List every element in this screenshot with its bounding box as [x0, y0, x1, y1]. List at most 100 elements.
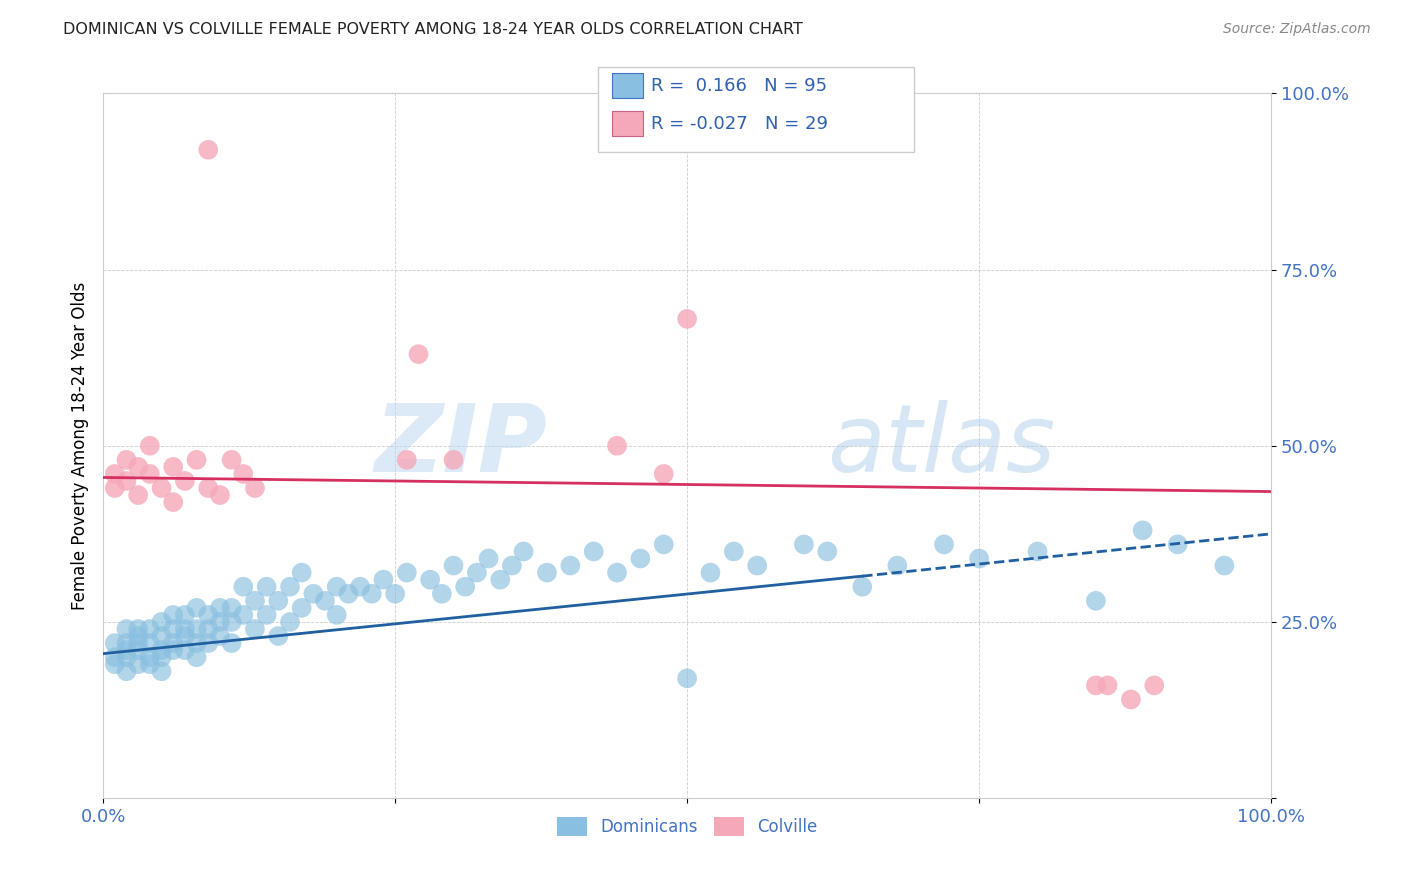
Point — [1084, 594, 1107, 608]
Point — [197, 607, 219, 622]
Point — [314, 594, 336, 608]
Point — [1132, 524, 1154, 538]
Point — [606, 439, 628, 453]
Point — [139, 657, 162, 672]
Point — [851, 580, 873, 594]
Point — [173, 629, 195, 643]
Point — [139, 650, 162, 665]
Point — [162, 607, 184, 622]
Point — [115, 650, 138, 665]
Point — [1143, 678, 1166, 692]
Point — [115, 474, 138, 488]
Text: DOMINICAN VS COLVILLE FEMALE POVERTY AMONG 18-24 YEAR OLDS CORRELATION CHART: DOMINICAN VS COLVILLE FEMALE POVERTY AMO… — [63, 22, 803, 37]
Point — [477, 551, 499, 566]
Point — [127, 459, 149, 474]
Point — [197, 622, 219, 636]
Point — [208, 488, 231, 502]
Legend: Dominicans, Colville: Dominicans, Colville — [550, 810, 824, 843]
Point — [489, 573, 512, 587]
Point — [384, 587, 406, 601]
Point — [1213, 558, 1236, 573]
Point — [115, 665, 138, 679]
Point — [173, 474, 195, 488]
Point — [186, 453, 208, 467]
Point — [886, 558, 908, 573]
Point — [243, 481, 266, 495]
Y-axis label: Female Poverty Among 18-24 Year Olds: Female Poverty Among 18-24 Year Olds — [72, 282, 89, 610]
Point — [1097, 678, 1119, 692]
Point — [419, 573, 441, 587]
Point — [139, 622, 162, 636]
Point — [443, 558, 465, 573]
Point — [302, 587, 325, 601]
Point — [104, 657, 127, 672]
Point — [278, 580, 301, 594]
Point — [395, 566, 418, 580]
Point — [349, 580, 371, 594]
Point — [150, 665, 173, 679]
Point — [186, 622, 208, 636]
Point — [197, 143, 219, 157]
Point — [291, 600, 314, 615]
Point — [560, 558, 582, 573]
Point — [582, 544, 605, 558]
Point — [967, 551, 990, 566]
Point — [815, 544, 838, 558]
Point — [162, 495, 184, 509]
Text: R =  0.166   N = 95: R = 0.166 N = 95 — [651, 77, 827, 95]
Point — [221, 636, 243, 650]
Point — [162, 643, 184, 657]
Point — [932, 537, 955, 551]
Point — [208, 615, 231, 629]
Point — [127, 622, 149, 636]
Text: ZIP: ZIP — [374, 400, 547, 491]
Point — [150, 643, 173, 657]
Point — [186, 600, 208, 615]
Point — [127, 657, 149, 672]
Point — [139, 467, 162, 481]
Point — [186, 650, 208, 665]
Point — [676, 671, 699, 685]
Point — [267, 629, 290, 643]
Point — [104, 636, 127, 650]
Point — [173, 643, 195, 657]
Point — [162, 459, 184, 474]
Point — [291, 566, 314, 580]
Text: R = -0.027   N = 29: R = -0.027 N = 29 — [651, 115, 828, 133]
Point — [232, 467, 254, 481]
Point — [325, 580, 347, 594]
Point — [395, 453, 418, 467]
Point — [1084, 678, 1107, 692]
Point — [173, 607, 195, 622]
Point — [127, 488, 149, 502]
Point — [104, 650, 127, 665]
Point — [127, 629, 149, 643]
Point — [221, 600, 243, 615]
Point — [232, 580, 254, 594]
Point — [652, 467, 675, 481]
Point — [512, 544, 534, 558]
Point — [606, 566, 628, 580]
Point — [267, 594, 290, 608]
Point — [162, 622, 184, 636]
Point — [150, 615, 173, 629]
Point — [465, 566, 488, 580]
Point — [325, 607, 347, 622]
Point — [150, 650, 173, 665]
Point — [232, 607, 254, 622]
Point — [221, 615, 243, 629]
Point — [793, 537, 815, 551]
Point — [454, 580, 477, 594]
Text: atlas: atlas — [827, 401, 1056, 491]
Point — [723, 544, 745, 558]
Point — [443, 453, 465, 467]
Point — [150, 629, 173, 643]
Point — [221, 453, 243, 467]
Point — [628, 551, 651, 566]
Point — [337, 587, 360, 601]
Point — [208, 629, 231, 643]
Point — [243, 594, 266, 608]
Point — [104, 481, 127, 495]
Point — [139, 636, 162, 650]
Point — [676, 311, 699, 326]
